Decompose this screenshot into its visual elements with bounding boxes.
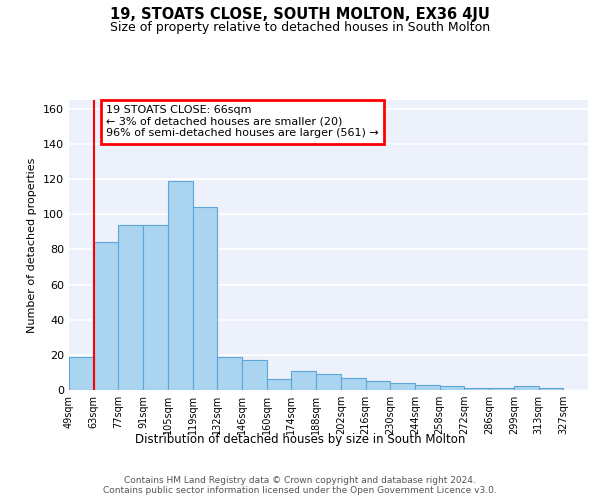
Bar <box>415 384 440 390</box>
Bar <box>118 225 143 390</box>
Bar <box>365 381 390 390</box>
Bar <box>242 360 267 390</box>
Bar <box>489 388 514 390</box>
Text: 19 STOATS CLOSE: 66sqm
← 3% of detached houses are smaller (20)
96% of semi-deta: 19 STOATS CLOSE: 66sqm ← 3% of detached … <box>106 106 379 138</box>
Bar <box>143 225 168 390</box>
Bar <box>464 388 489 390</box>
Bar <box>193 207 217 390</box>
Y-axis label: Number of detached properties: Number of detached properties <box>28 158 37 332</box>
Bar <box>341 378 365 390</box>
Bar <box>94 242 118 390</box>
Bar <box>539 388 563 390</box>
Text: Contains HM Land Registry data © Crown copyright and database right 2024.: Contains HM Land Registry data © Crown c… <box>124 476 476 485</box>
Bar <box>514 386 539 390</box>
Bar <box>69 356 94 390</box>
Text: Size of property relative to detached houses in South Molton: Size of property relative to detached ho… <box>110 21 490 34</box>
Text: Contains public sector information licensed under the Open Government Licence v3: Contains public sector information licen… <box>103 486 497 495</box>
Bar <box>217 356 242 390</box>
Bar <box>168 181 193 390</box>
Bar <box>390 383 415 390</box>
Bar <box>316 374 341 390</box>
Text: Distribution of detached houses by size in South Molton: Distribution of detached houses by size … <box>135 432 465 446</box>
Text: 19, STOATS CLOSE, SOUTH MOLTON, EX36 4JU: 19, STOATS CLOSE, SOUTH MOLTON, EX36 4JU <box>110 8 490 22</box>
Bar <box>267 380 292 390</box>
Bar <box>292 370 316 390</box>
Bar <box>440 386 464 390</box>
